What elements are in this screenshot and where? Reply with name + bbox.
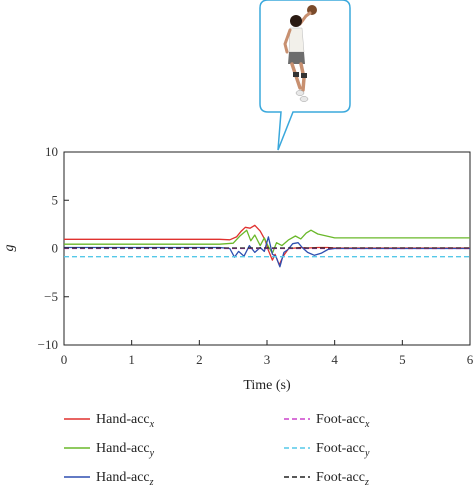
y-axis-label: g (2, 245, 17, 252)
series-line-hand-acc-z (64, 236, 470, 268)
x-tick-label: 1 (128, 352, 135, 367)
legend-label: Foot-accy (316, 441, 370, 459)
y-tick-label: −5 (44, 289, 58, 304)
inset-callout (259, 0, 351, 151)
jumping-person-icon (283, 5, 317, 102)
legend-label: Hand-accz (96, 470, 154, 488)
series-lines (64, 224, 470, 268)
legend-label: Hand-accx (96, 412, 155, 430)
y-tick-label: 0 (52, 241, 59, 256)
legend: Hand-accx Hand-accy Hand-accz Foot-accx Foot… (64, 412, 370, 488)
series-line-hand-acc-x (64, 224, 470, 266)
x-tick-label: 2 (196, 352, 203, 367)
x-tick-label: 3 (264, 352, 271, 367)
y-tick-label: 10 (45, 144, 58, 159)
x-tick-label: 4 (331, 352, 338, 367)
legend-label: Foot-accz (316, 470, 369, 488)
x-axis-label: Time (s) (243, 378, 291, 393)
y-tick-label: −10 (38, 337, 58, 352)
legend-label: Hand-accy (96, 441, 155, 459)
y-axis-ticks: 10 5 0 −5 −10 (38, 144, 69, 352)
x-tick-label: 6 (467, 352, 474, 367)
x-tick-label: 5 (399, 352, 406, 367)
x-tick-label: 0 (61, 352, 68, 367)
y-tick-label: 5 (52, 192, 59, 207)
legend-label: Foot-accx (316, 412, 370, 430)
x-axis-ticks: 0 1 2 3 4 5 6 (61, 340, 474, 367)
